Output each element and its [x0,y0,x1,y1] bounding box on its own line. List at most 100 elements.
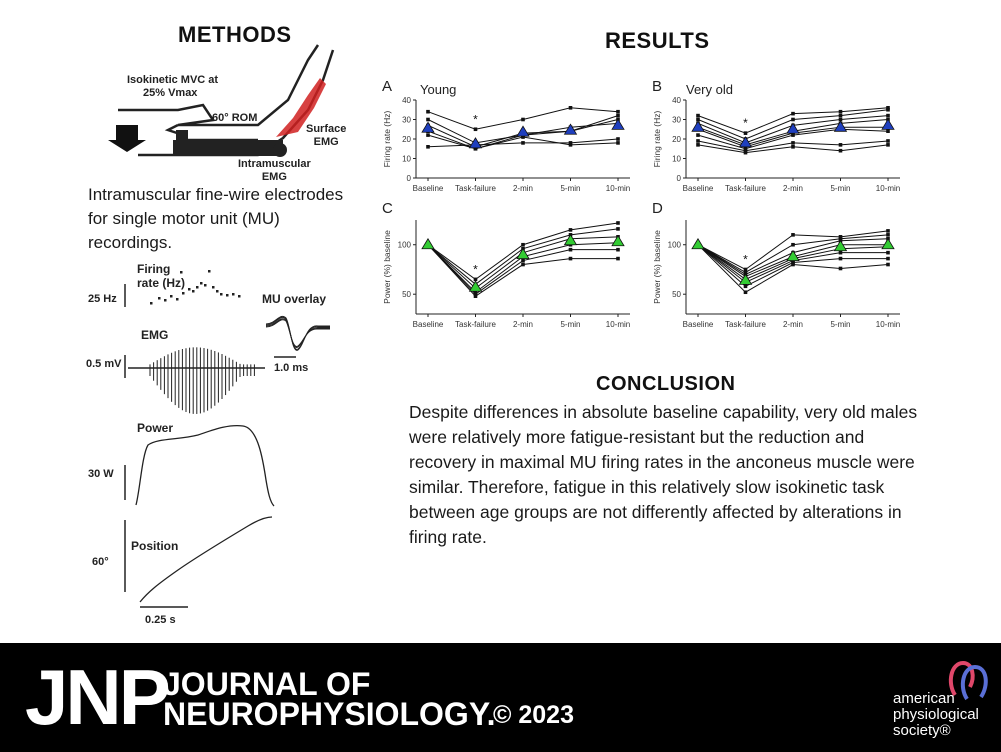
aps-line1: american [893,690,955,707]
data-point [838,266,843,271]
arm-label-mvc: Isokinetic MVC at 25% Vmax [127,74,218,100]
mean-marker [691,237,705,250]
position-trace [124,516,273,608]
data-point [473,292,478,297]
data-point [791,233,795,237]
aps-line3: society® [893,722,951,739]
x-tick-label: 2-min [783,184,803,193]
data-point [568,141,573,145]
y-tick-label: 10 [672,155,681,164]
mean-marker [611,118,625,130]
x-tick-label: 2-min [783,320,803,329]
data-point [791,260,795,265]
arm-label-intramuscular-emg: Intramuscular EMG [238,158,311,184]
emg-spikes [149,347,255,414]
significance-star: * [473,262,478,276]
data-point [838,117,843,122]
data-point [886,129,890,133]
data-point [886,106,890,110]
y-tick-label: 30 [402,116,411,125]
data-point [473,146,478,151]
elbow-joint [273,143,287,157]
down-arrow-icon [108,125,146,152]
mean-marker [881,118,895,130]
data-point [616,137,620,141]
data-point [568,247,573,252]
firing-dot [208,270,211,273]
position-curve [139,516,273,603]
y-tick-label: 50 [402,290,411,299]
data-point [886,143,890,147]
x-tick-label: 5-min [830,320,850,329]
data-point [743,131,748,135]
data-point [886,113,890,118]
data-point [838,237,843,241]
firing-dots [150,270,241,305]
data-point [838,250,843,255]
power-curve [135,424,275,507]
arm-label-mvc-line2: 25% Vmax [143,87,198,99]
power-trace [124,424,275,507]
mean-marker [738,136,753,148]
data-point [791,111,795,116]
data-point [838,109,843,114]
data-point [886,229,890,233]
firing-dot [164,299,167,302]
panel-d-letter: D [652,200,663,217]
data-point [426,145,430,149]
panel-c-letter: C [382,200,393,217]
mean-marker [563,123,578,135]
data-point [473,127,478,132]
mean-marker [611,234,625,247]
y-axis-label: Firing rate (Hz) [652,111,662,168]
data-point [616,113,620,118]
data-point [838,235,843,239]
data-point [568,228,573,232]
x-tick-label: 10-min [606,320,630,329]
data-point [568,106,573,110]
jnp-logo: JNP [25,653,171,741]
x-tick-label: 10-min [606,184,630,193]
copyright: © 2023 [493,701,574,729]
x-tick-label: Task-failure [725,184,766,193]
firing-dot [192,290,195,293]
x-tick-label: Baseline [683,320,714,329]
power-scale-label: 30 W [88,468,114,480]
power-label: Power [137,421,174,435]
y-tick-label: 0 [407,174,412,183]
data-point [838,148,843,153]
data-point [696,113,700,118]
position-scale-label: 60° [92,556,109,568]
data-point [886,233,890,237]
data-point [791,262,795,267]
firing-dot [226,294,229,297]
significance-star: * [473,112,478,126]
arm-label-rom: 60° ROM [212,112,258,124]
data-point [521,242,525,247]
mu-overlay-waveform [265,315,330,358]
data-point [521,262,525,267]
y-axis-label: Power (%) baseline [652,230,662,304]
x-tick-label: 5-min [560,184,580,193]
firing-dot [204,284,207,287]
data-point [473,277,478,282]
data-point [616,109,620,114]
x-tick-label: Baseline [413,320,444,329]
mu-overlay-label: MU overlay [262,292,327,306]
firing-dot [170,295,173,298]
data-point [791,141,795,145]
data-point [886,250,890,255]
data-point [696,133,700,137]
arm-label-mvc-line1: Isokinetic MVC at [127,74,219,86]
data-point [743,284,748,289]
x-tick-label: Task-failure [725,320,766,329]
firing-dot [212,286,215,289]
data-point [521,141,525,145]
x-tick-label: 10-min [876,184,900,193]
data-point [426,109,430,114]
journal-name-line2: NEUROPHYSIOLOGY. [163,696,496,732]
firing-dot [232,293,235,296]
data-point [886,139,890,143]
x-tick-label: Task-failure [455,184,496,193]
x-tick-label: 5-min [830,184,850,193]
